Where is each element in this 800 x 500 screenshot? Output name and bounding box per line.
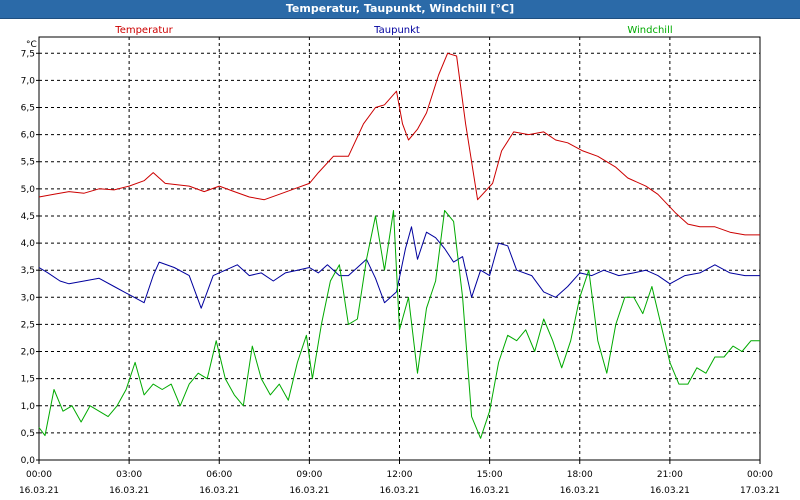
y-tick-label: 3,0 [21, 293, 36, 303]
y-axis: 0,0 0,5 1,0 1,5 2,0 2,5 3,0 3,5 4,0 4,5 5,0 5,5 6,0 6… [21, 49, 39, 466]
y-tick-label: 4,5 [21, 212, 35, 222]
y-tick-label: 2,0 [21, 348, 36, 358]
x-tick-time: 03:00 [116, 470, 142, 480]
series-line-temperatur [38, 52, 760, 236]
window-title: Temperatur, Taupunkt, Windchill [°C] [0, 0, 800, 19]
y-tick-label: 6,0 [21, 131, 36, 141]
x-tick-time: 18:00 [567, 470, 593, 480]
x-axis: 00:00 16.03.21 03:00 16.03.21 06:00 16.03.21 0… [19, 460, 780, 496]
legend-windchill: Windchill [627, 25, 672, 36]
legend: Temperatur Taupunkt Windchill [114, 25, 672, 36]
y-tick-label: 6,5 [21, 104, 35, 114]
x-tick-time: 09:00 [296, 470, 322, 480]
x-tick-time: 21:00 [657, 470, 683, 480]
x-tick-date: 16.03.21 [289, 486, 329, 496]
legend-taupunkt: Taupunkt [373, 25, 420, 36]
x-tick-time: 00:00 [26, 470, 52, 480]
series-line-windchill [38, 210, 760, 439]
x-tick-time: 06:00 [206, 470, 232, 480]
legend-temperatur: Temperatur [114, 25, 173, 36]
x-tick-time: 00:00 [747, 470, 773, 480]
x-tick-date: 17.03.21 [740, 486, 780, 496]
y-tick-label: 2,5 [21, 320, 35, 330]
x-tick-date: 16.03.21 [109, 486, 149, 496]
grid [39, 37, 760, 460]
y-tick-label: 4,0 [21, 239, 36, 249]
y-tick-label: 3,5 [21, 266, 35, 276]
x-tick-date: 16.03.21 [470, 486, 510, 496]
y-tick-label: 0,5 [21, 429, 35, 439]
y-tick-label: 5,5 [21, 158, 35, 168]
series-lines [38, 52, 760, 439]
x-tick-date: 16.03.21 [650, 486, 690, 496]
y-unit-label: °C [26, 40, 37, 50]
y-tick-label: 1,0 [21, 402, 36, 412]
x-tick-date: 16.03.21 [379, 486, 419, 496]
y-tick-label: 1,5 [21, 375, 35, 385]
x-tick-time: 12:00 [387, 470, 413, 480]
y-tick-label: 7,5 [21, 49, 35, 59]
x-tick-date: 16.03.21 [560, 486, 600, 496]
series-line-taupunkt [38, 226, 760, 309]
x-tick-time: 15:00 [477, 470, 503, 480]
x-tick-date: 16.03.21 [19, 486, 59, 496]
y-tick-label: 7,0 [21, 76, 36, 86]
y-tick-label: 0,0 [21, 456, 36, 466]
y-tick-label: 5,0 [21, 185, 36, 195]
x-tick-date: 16.03.21 [199, 486, 239, 496]
